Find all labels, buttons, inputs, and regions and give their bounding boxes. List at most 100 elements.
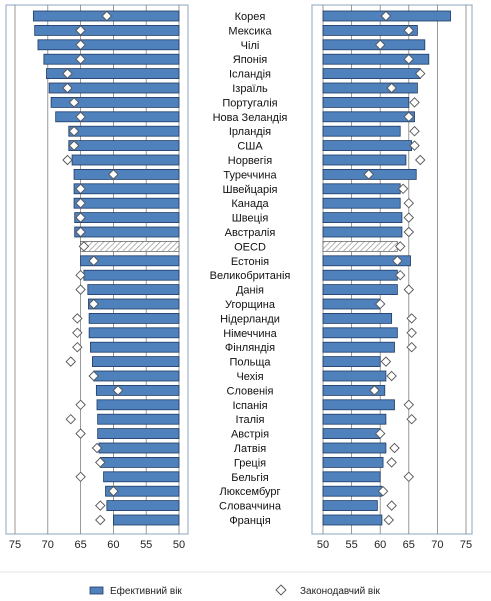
men-marker xyxy=(95,457,106,468)
women-bar xyxy=(322,384,386,396)
men-tick-label: 70 xyxy=(42,539,54,551)
men-bar xyxy=(68,125,180,137)
women-marker xyxy=(386,82,397,94)
category-label: Канада xyxy=(231,198,269,210)
women-bar xyxy=(322,240,398,252)
women-marker xyxy=(380,10,392,22)
women-bar xyxy=(322,82,418,94)
men-bar xyxy=(73,197,180,209)
category-label: Нідерланди xyxy=(220,313,280,325)
men-bar xyxy=(103,471,180,483)
men-marker xyxy=(75,269,86,281)
men-marker xyxy=(95,514,106,526)
men-bar xyxy=(88,298,180,310)
category-label: Франція xyxy=(229,515,270,527)
women-bar xyxy=(322,269,398,281)
women-tick-label: 75 xyxy=(460,539,472,551)
men-marker xyxy=(75,25,86,36)
women-bar xyxy=(322,183,401,195)
women-bar xyxy=(322,111,415,123)
men-tick-label: 55 xyxy=(140,539,152,551)
women-marker xyxy=(403,471,415,483)
men-bar xyxy=(55,111,180,123)
women-bar xyxy=(322,125,401,137)
women-marker xyxy=(406,313,417,324)
men-bar xyxy=(68,140,180,152)
women-marker xyxy=(397,183,409,195)
men-bar xyxy=(92,356,180,368)
men-tick-label: 65 xyxy=(74,539,86,551)
women-marker xyxy=(409,140,420,151)
men-bar xyxy=(43,53,180,65)
women-bar xyxy=(322,24,418,36)
women-marker xyxy=(415,154,426,166)
women-marker xyxy=(403,212,415,223)
men-bar xyxy=(80,240,180,252)
men-marker xyxy=(75,399,86,411)
men-marker xyxy=(65,413,76,425)
women-marker xyxy=(394,269,406,281)
men-bar xyxy=(98,442,180,454)
women-marker xyxy=(369,385,380,396)
men-bar xyxy=(88,312,180,324)
right-panel: 50 55 60 65 70 75 xyxy=(311,4,473,551)
women-marker xyxy=(392,255,403,267)
men-marker xyxy=(72,327,83,339)
men-marker xyxy=(72,313,83,324)
women-marker xyxy=(403,25,415,36)
men-marker xyxy=(91,442,103,454)
men-bar xyxy=(73,168,180,180)
men-marker xyxy=(62,68,73,79)
women-marker xyxy=(386,370,397,382)
men-marker xyxy=(75,212,86,223)
category-label: Латвія xyxy=(234,443,266,455)
legend: Ефективний вік Законодавчий вік xyxy=(0,571,491,597)
category-label: Швеція xyxy=(232,213,269,225)
men-marker xyxy=(95,500,106,511)
legend-bar-swatch xyxy=(89,586,104,595)
category-label: OECD xyxy=(234,241,266,253)
men-marker xyxy=(75,428,86,439)
category-label: Норвегія xyxy=(228,155,272,167)
men-frame xyxy=(5,4,189,535)
men-marker xyxy=(65,356,76,367)
women-tick-label: 60 xyxy=(374,539,386,551)
category-label: Мексика xyxy=(228,25,272,37)
category-label: Корея xyxy=(235,11,266,23)
men-bar xyxy=(73,183,180,195)
category-label: Португалія xyxy=(222,97,277,109)
women-bar xyxy=(322,514,383,526)
women-bar xyxy=(322,428,381,440)
women-bar xyxy=(322,255,411,267)
legend-bar-label: Ефективний вік xyxy=(110,585,182,597)
women-marker xyxy=(374,298,386,310)
women-marker xyxy=(363,169,374,180)
women-bar xyxy=(322,97,410,108)
men-bar xyxy=(88,327,180,339)
category-label: Чехія xyxy=(236,371,263,383)
men-marker xyxy=(108,169,119,180)
legend-marker-label: Законодавчий вік xyxy=(300,586,380,597)
women-bar xyxy=(322,68,421,79)
category-label: Чілі xyxy=(241,40,260,52)
men-bar xyxy=(90,341,180,353)
women-bar xyxy=(322,226,403,238)
women-marker xyxy=(380,356,392,367)
women-marker xyxy=(386,500,397,511)
category-label: Туреччина xyxy=(223,169,277,181)
category-label: Швейцарія xyxy=(223,184,278,196)
men-marker xyxy=(75,183,86,195)
category-label: Ірландія xyxy=(229,126,271,138)
men-marker xyxy=(75,284,86,295)
category-label: Естонія xyxy=(231,256,269,268)
men-marker xyxy=(112,385,124,396)
men-tick-label: 60 xyxy=(107,539,119,551)
women-frame xyxy=(311,4,473,535)
legend-marker-swatch xyxy=(275,584,287,596)
men-bar xyxy=(105,485,180,497)
men-marker xyxy=(68,97,80,108)
men-bar xyxy=(83,269,180,281)
category-label: Іспанія xyxy=(232,400,267,412)
women-marker xyxy=(386,457,397,468)
women-bar xyxy=(322,312,393,324)
